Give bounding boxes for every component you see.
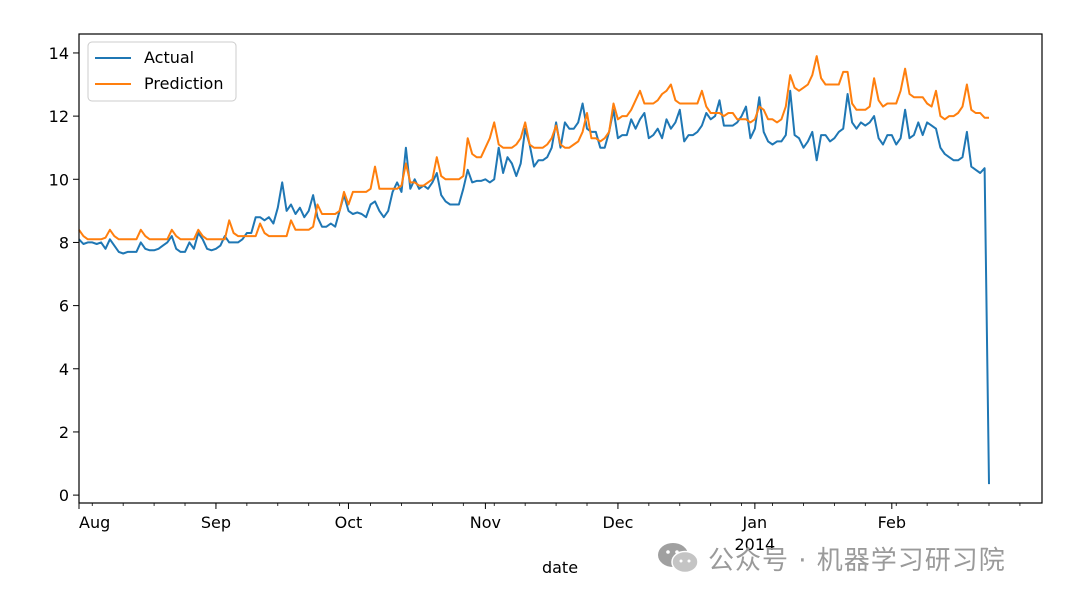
watermark: 公众号 · 机器学习研习院 (656, 538, 1006, 578)
y-tick-label: 8 (59, 233, 69, 252)
year-label: 2014 (735, 535, 776, 554)
y-tick-label: 12 (49, 107, 69, 126)
x-axis-title: date (542, 558, 578, 577)
watermark-text: 公众号 · 机器学习研习院 (708, 545, 1006, 576)
y-tick-label: 6 (59, 297, 69, 316)
legend-box (87, 41, 237, 102)
x-tick-label: Jan (742, 513, 768, 532)
x-tick-label: Feb (878, 513, 906, 532)
plot-frame (78, 33, 1043, 504)
y-tick-label: 0 (59, 486, 69, 505)
y-tick-label: 14 (49, 44, 69, 63)
y-axis: 0 2 4 6 8 10 12 14 (49, 44, 79, 505)
wechat-icon (658, 543, 699, 574)
legend-label-prediction: Prediction (144, 74, 223, 93)
legend: Actual Prediction (87, 41, 237, 102)
y-tick-label: 4 (59, 360, 69, 379)
plot-lines (78, 55, 990, 485)
x-axis: Aug Sep Oct Nov Dec Jan Feb (78, 503, 1021, 532)
legend-label-actual: Actual (144, 48, 194, 67)
x-tick-label: Oct (335, 513, 363, 532)
x-tick-label: Sep (201, 513, 231, 532)
series-line-actual (78, 89, 990, 485)
x-tick-label: Nov (470, 513, 501, 532)
x-tick-label: Dec (602, 513, 633, 532)
y-tick-label: 2 (59, 423, 69, 442)
series-line-prediction (78, 55, 989, 241)
x-tick-label: Aug (79, 513, 110, 532)
y-tick-label: 10 (49, 170, 69, 189)
